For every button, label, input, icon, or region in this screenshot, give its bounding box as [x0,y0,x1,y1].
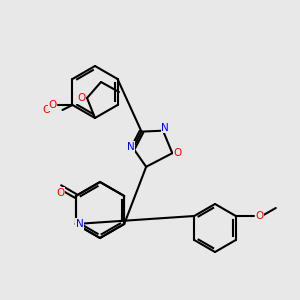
Text: O: O [256,211,264,221]
Text: N: N [161,123,169,133]
Text: O: O [56,188,64,198]
Text: N: N [127,142,135,152]
Text: O: O [173,148,182,158]
Text: N: N [76,219,84,229]
Text: O: O [48,100,57,110]
Text: O: O [77,93,85,103]
Text: O: O [42,105,50,115]
